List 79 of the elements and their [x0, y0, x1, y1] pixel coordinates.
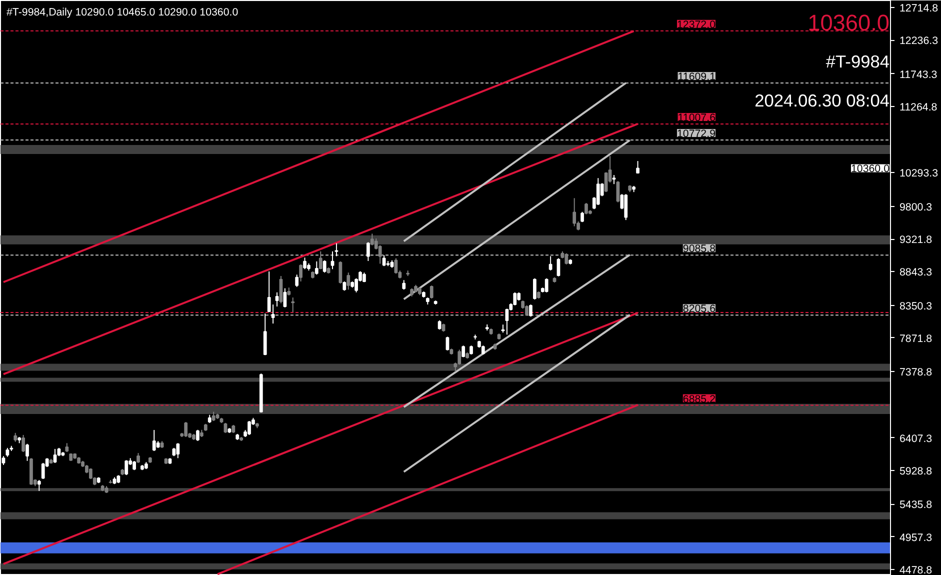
annotation: 2024.06.30 08:04	[754, 90, 890, 110]
candlestick	[604, 172, 608, 193]
candlestick	[136, 452, 140, 464]
candlestick	[438, 320, 442, 330]
candlestick	[212, 411, 216, 422]
candlestick	[402, 280, 406, 290]
candlestick	[53, 448, 57, 464]
candlestick	[37, 479, 41, 492]
candlestick	[616, 180, 620, 203]
candlestick	[224, 422, 228, 434]
y-tick-label: 11264.8	[900, 101, 938, 114]
candlestick	[378, 244, 382, 264]
candlestick	[346, 272, 350, 290]
candlestick	[184, 421, 188, 438]
y-tick-label: 4957.3	[900, 532, 932, 544]
annotation: 10360.0	[808, 10, 890, 36]
candlestick	[283, 288, 287, 308]
y-tick-label: 7871.8	[900, 332, 932, 345]
candlestick	[248, 420, 251, 436]
candlestick	[612, 174, 616, 185]
candlestick	[564, 252, 568, 265]
y-tick-label: 12236.3	[900, 35, 938, 48]
candlestick	[41, 462, 45, 480]
y-tick-label: 10293.3	[900, 168, 938, 180]
candlestick	[279, 275, 283, 304]
candlestick	[342, 280, 346, 292]
candlestick	[26, 443, 29, 462]
ref-line-label: 12372.0	[676, 18, 716, 31]
candlestick	[529, 304, 532, 318]
y-tick-label: 5435.8	[900, 499, 932, 512]
candlestick	[446, 336, 450, 351]
candlestick	[533, 278, 536, 300]
candlestick	[152, 429, 156, 452]
y-tick-label: 4478.8	[900, 564, 932, 575]
candlestick	[176, 442, 180, 459]
candlestick	[624, 194, 628, 221]
candlestick	[295, 274, 299, 288]
candlestick	[318, 250, 322, 270]
y-tick-label: 9321.8	[900, 234, 932, 246]
y-tick-label: 9800.3	[900, 201, 932, 214]
candlestick	[366, 242, 370, 262]
candlestick	[334, 242, 338, 257]
candlestick	[303, 257, 306, 270]
y-tick-label: 11743.3	[900, 68, 938, 81]
candlestick	[572, 198, 576, 227]
y-tick-label: 8350.3	[900, 300, 932, 312]
y-tick-label: 6407.3	[900, 432, 932, 445]
candlestick	[196, 429, 200, 442]
candlestick	[548, 256, 552, 271]
y-tick-label: 12714.8	[900, 2, 938, 15]
candlestick	[132, 460, 136, 471]
candlestick	[430, 285, 434, 300]
candlestick	[556, 258, 560, 277]
candlestick	[505, 308, 509, 336]
candlestick	[322, 260, 326, 274]
candlestick	[636, 160, 640, 174]
text: #T-9984,Daily 10290.0 10465.0 10290.0 10360.0	[6, 6, 238, 18]
candlestick	[584, 202, 588, 215]
ref-line-label: 11609.1	[678, 70, 716, 83]
candlestick	[263, 313, 267, 356]
candlestick	[596, 178, 600, 206]
candlestick	[291, 296, 295, 313]
candlestick	[299, 264, 302, 282]
candlestick	[22, 434, 25, 453]
candlestick	[370, 233, 374, 246]
annotation: #T-9984	[826, 52, 890, 72]
ref-line-label: 10772.9	[676, 128, 716, 140]
ref-line-label: 6885.2	[682, 393, 716, 406]
y-tick-label: 5928.8	[900, 466, 932, 478]
candlestick	[275, 292, 279, 307]
annotation: 10360.0	[850, 163, 890, 176]
candlestick	[544, 278, 548, 293]
ref-line-label: 11007.6	[678, 112, 716, 124]
candlestick	[314, 260, 318, 276]
candlestick	[124, 460, 128, 476]
y-tick-label: 8843.3	[900, 266, 932, 279]
y-tick-label: 7378.8	[900, 366, 932, 379]
candlestick	[330, 250, 334, 270]
candlestick	[525, 304, 528, 316]
